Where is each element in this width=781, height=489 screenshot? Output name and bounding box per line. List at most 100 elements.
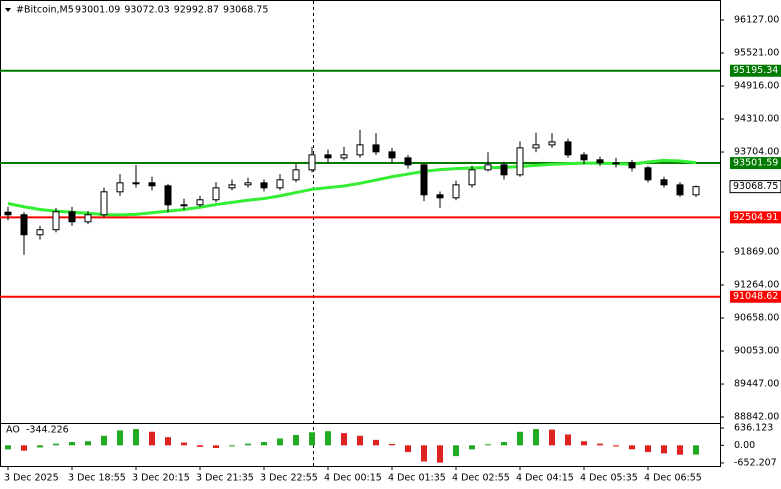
candle-body: [500, 164, 508, 176]
ao-bar: [645, 445, 651, 453]
x-tick-label: 4 Dec 04:15: [516, 473, 574, 484]
ao-bar: [693, 445, 699, 455]
x-tick-label: 3 Dec 21:35: [196, 473, 254, 484]
candle-body: [276, 179, 284, 189]
y-tick-label: 95521.00: [734, 47, 779, 58]
ao-bar: [261, 442, 267, 446]
ao-bar: [389, 443, 395, 446]
candle-body: [692, 186, 700, 196]
candle-body: [436, 194, 444, 199]
x-tick-label: 4 Dec 00:15: [324, 473, 382, 484]
ao-tick-label: 636.123: [734, 423, 773, 434]
x-tick-label: 4 Dec 06:55: [644, 473, 702, 484]
candle-body: [420, 164, 428, 196]
ao-bar: [357, 435, 363, 446]
ao-bar: [325, 431, 331, 446]
x-tick-label: 3 Dec 22:55: [260, 473, 318, 484]
candle-body: [212, 187, 220, 201]
candle-body: [52, 211, 60, 231]
y-tick-label: 96127.00: [734, 14, 779, 25]
candle-body: [676, 184, 684, 196]
ao-bar: [37, 445, 43, 448]
x-tick-label: 4 Dec 05:35: [580, 473, 638, 484]
x-tick-label: 3 Dec 20:15: [132, 473, 190, 484]
ao-bar: [117, 430, 123, 446]
candle-body: [644, 167, 652, 181]
x-tick-label: 4 Dec 02:55: [452, 473, 510, 484]
ao-bar: [21, 445, 27, 451]
ao-bar: [405, 445, 411, 453]
ao-bar: [245, 443, 251, 446]
candle-body: [324, 154, 332, 159]
candle-body: [292, 169, 300, 181]
symbol: #Bitcoin,M5: [16, 5, 74, 16]
level-label-box: [730, 157, 781, 170]
ao-bar: [517, 431, 523, 446]
x-tick-label: 4 Dec 01:35: [388, 473, 446, 484]
candle-body: [164, 185, 172, 206]
y-tick-label: 91869.00: [734, 247, 779, 258]
ao-bar: [661, 445, 667, 454]
menu-arrow[interactable]: [5, 8, 11, 12]
level-label: 95195.34: [733, 65, 778, 76]
candle-body: [388, 151, 396, 159]
candle-body: [100, 191, 108, 216]
candle-body: [532, 144, 540, 149]
ao-bar: [165, 437, 171, 446]
ao-bar: [501, 442, 507, 446]
ao-bar: [5, 445, 11, 450]
ao-bar: [677, 445, 683, 455]
candle-body: [20, 214, 28, 236]
ao-bar: [197, 445, 203, 447]
candle-body: [36, 229, 44, 236]
level-label: 91048.62: [733, 291, 778, 302]
candle-body: [180, 204, 188, 207]
ao-bar: [437, 445, 443, 463]
ao-bar: [549, 429, 555, 446]
ao-bar: [565, 434, 571, 446]
ao-name: AO: [6, 425, 20, 436]
last-price-label: 93068.75: [733, 181, 778, 192]
candle-body: [4, 211, 12, 216]
ohlc-value: 93001.09: [75, 5, 120, 16]
x-tick-label: 3 Dec 18:55: [68, 473, 126, 484]
candle-body: [228, 184, 236, 189]
ao-bar: [629, 445, 635, 450]
candle-body: [596, 159, 604, 164]
candle-body: [308, 154, 316, 171]
ao-current: -344.226: [26, 425, 69, 436]
candle-body: [196, 199, 204, 206]
ao-bar: [613, 445, 619, 447]
ao-bar: [277, 438, 283, 446]
ao-bar: [213, 445, 219, 448]
ao-tick-label: -652.207: [734, 457, 777, 468]
ao-bar: [373, 439, 379, 446]
candle-body: [84, 214, 92, 223]
ao-bar: [597, 443, 603, 446]
candle-body: [660, 179, 668, 186]
ao-bar: [485, 444, 491, 446]
ao-bar: [149, 431, 155, 446]
candle-body: [356, 144, 364, 156]
candle-body: [372, 144, 380, 153]
y-tick-label: 89447.00: [734, 379, 779, 390]
y-tick-label: 94310.00: [734, 113, 779, 124]
candle-body: [260, 182, 268, 189]
ao-bar: [53, 443, 59, 446]
frame: [0, 0, 721, 467]
candle-body: [484, 164, 492, 171]
ao-bar: [533, 429, 539, 446]
level-label-box: [730, 290, 781, 303]
moving-average: [7, 158, 697, 217]
ao-bar: [101, 435, 107, 446]
y-tick-label: 94916.00: [734, 80, 779, 91]
ao-bar: [133, 429, 139, 446]
ohlc-value: 93068.75: [223, 5, 268, 16]
ao-bar: [309, 432, 315, 446]
candle-body: [468, 169, 476, 186]
ao-bar: [229, 445, 235, 447]
ao-bar: [469, 445, 475, 450]
candle-body: [340, 154, 348, 159]
